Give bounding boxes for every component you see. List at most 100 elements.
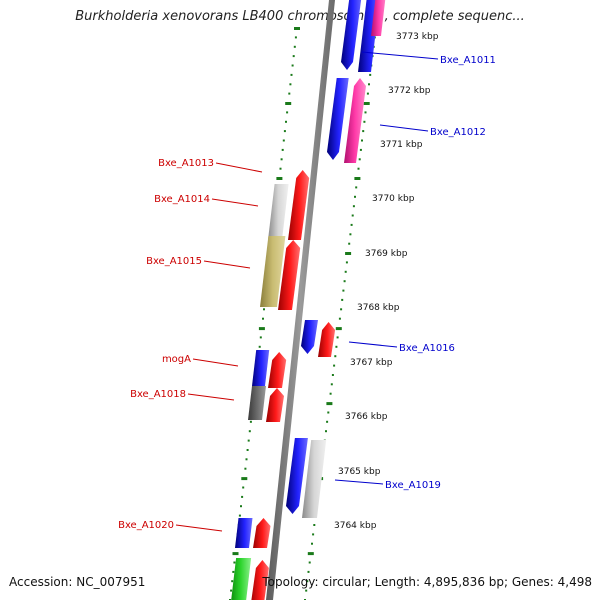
ruler-label: 3766 kbp bbox=[345, 412, 388, 422]
track-dot bbox=[335, 345, 338, 348]
gene-label-left: Bxe_A1014 bbox=[154, 194, 210, 205]
track-dot bbox=[263, 308, 265, 311]
track-dot bbox=[294, 27, 300, 30]
ruler-label: 3764 kbp bbox=[334, 521, 377, 531]
right-label-leader bbox=[379, 124, 429, 132]
ruler-label: 3767 kbp bbox=[350, 358, 393, 368]
ruler-label: 3770 kbp bbox=[372, 194, 415, 204]
gene-bxe-a1016a-block bbox=[301, 320, 318, 354]
track-dot bbox=[361, 139, 363, 142]
track-dot bbox=[368, 83, 370, 86]
gene-labels: Bxe_A1011 Bxe_A1012 Bxe_A1016 Bxe_A1019 Bxe_… bbox=[118, 51, 496, 532]
track-dot bbox=[355, 186, 358, 189]
track-dot bbox=[344, 270, 347, 273]
track-dot bbox=[338, 317, 341, 320]
track-dot bbox=[327, 411, 330, 414]
track-dot bbox=[279, 167, 282, 170]
track-dot bbox=[330, 383, 333, 386]
ruler-label: 3772 kbp bbox=[388, 86, 431, 96]
track-dot bbox=[350, 223, 353, 226]
track-dot bbox=[293, 45, 296, 48]
gene-label-left: mogA bbox=[162, 354, 191, 365]
gene-bxe-a1018-block bbox=[248, 386, 266, 420]
track-dot bbox=[282, 139, 285, 142]
gene-bxe-a1011-block bbox=[341, 0, 362, 70]
gene-bxe-a1013-block bbox=[288, 170, 310, 240]
left-label-leader bbox=[211, 198, 259, 207]
track-dot bbox=[290, 73, 293, 76]
gene-bxe-a1020-blue-block bbox=[235, 518, 253, 548]
track-dot bbox=[351, 214, 354, 217]
track-dot bbox=[262, 317, 264, 320]
right-label-leader bbox=[334, 479, 384, 485]
gene-green-bottom-block bbox=[231, 558, 252, 600]
track-dot bbox=[238, 514, 241, 517]
gene-bxe-a1012-block bbox=[344, 78, 366, 163]
track-dot bbox=[241, 495, 244, 498]
track-dot bbox=[307, 552, 314, 556]
gene-label-right: Bxe_A1011 bbox=[440, 55, 496, 66]
track-dot bbox=[245, 458, 248, 461]
track-dot bbox=[349, 233, 352, 236]
track-dot bbox=[305, 589, 308, 592]
track-dot bbox=[306, 580, 309, 583]
track-dot bbox=[307, 570, 310, 573]
track-dot bbox=[240, 505, 242, 508]
left-dotted-track bbox=[229, 27, 300, 600]
track-dot bbox=[232, 570, 235, 573]
gene-label-left: Bxe_A1018 bbox=[130, 389, 186, 400]
gene-moga-block bbox=[268, 352, 287, 388]
track-dot bbox=[333, 364, 336, 367]
ruler-labels: 3773 kbp 3772 kbp 3771 kbp 3770 kbp 3769 kbp… bbox=[334, 32, 439, 531]
ruler-label: 3773 kbp bbox=[396, 32, 439, 42]
track-dot bbox=[354, 177, 361, 180]
track-dot bbox=[247, 439, 250, 442]
track-dot bbox=[288, 92, 291, 95]
ruler-label: 3771 kbp bbox=[380, 140, 423, 150]
track-dot bbox=[357, 167, 360, 170]
track-dot bbox=[231, 580, 234, 583]
left-label-leader bbox=[203, 260, 251, 269]
track-dot bbox=[364, 111, 367, 114]
ruler-label: 3769 kbp bbox=[365, 249, 408, 259]
ruler-label: 3765 kbp bbox=[338, 467, 381, 477]
track-dot bbox=[343, 280, 346, 283]
gene-bxe-a1020-block bbox=[253, 518, 271, 548]
track-dot bbox=[258, 345, 261, 348]
gene-bxe-a1019-block bbox=[302, 440, 327, 518]
track-dot bbox=[246, 449, 249, 451]
track-dot bbox=[366, 92, 369, 95]
track-dot bbox=[335, 327, 342, 331]
track-dot bbox=[342, 289, 345, 292]
gene-label-right: Bxe_A1016 bbox=[399, 343, 455, 354]
track-dot bbox=[312, 533, 315, 536]
track-dot bbox=[331, 374, 334, 376]
track-dot bbox=[362, 130, 365, 133]
track-dot bbox=[336, 336, 339, 339]
accession-text: Accession: NC_007951 bbox=[9, 575, 146, 589]
track-dot bbox=[258, 327, 265, 331]
gene-label-left: Bxe_A1015 bbox=[146, 256, 202, 267]
track-dot bbox=[242, 486, 245, 489]
track-dot bbox=[354, 195, 356, 198]
gene-pink-top-block bbox=[371, 0, 386, 36]
track-dot bbox=[334, 355, 337, 358]
track-dot bbox=[348, 242, 351, 245]
track-dot bbox=[308, 561, 311, 564]
track-dot bbox=[326, 402, 333, 406]
track-dot bbox=[286, 111, 289, 114]
right-label-leader bbox=[348, 341, 398, 348]
track-dot bbox=[233, 561, 236, 564]
track-dot bbox=[276, 177, 283, 180]
track-dot bbox=[283, 130, 286, 133]
track-dot bbox=[341, 298, 344, 301]
gene-bxe-a1016-block bbox=[318, 322, 336, 357]
track-dot bbox=[281, 148, 284, 151]
track-dot bbox=[340, 308, 343, 311]
track-dot bbox=[326, 420, 329, 423]
gene-label-left: Bxe_A1013 bbox=[158, 158, 214, 169]
right-label-leader bbox=[361, 51, 439, 60]
gene-features bbox=[231, 0, 386, 600]
track-dot bbox=[230, 589, 233, 592]
track-dot bbox=[311, 542, 313, 545]
